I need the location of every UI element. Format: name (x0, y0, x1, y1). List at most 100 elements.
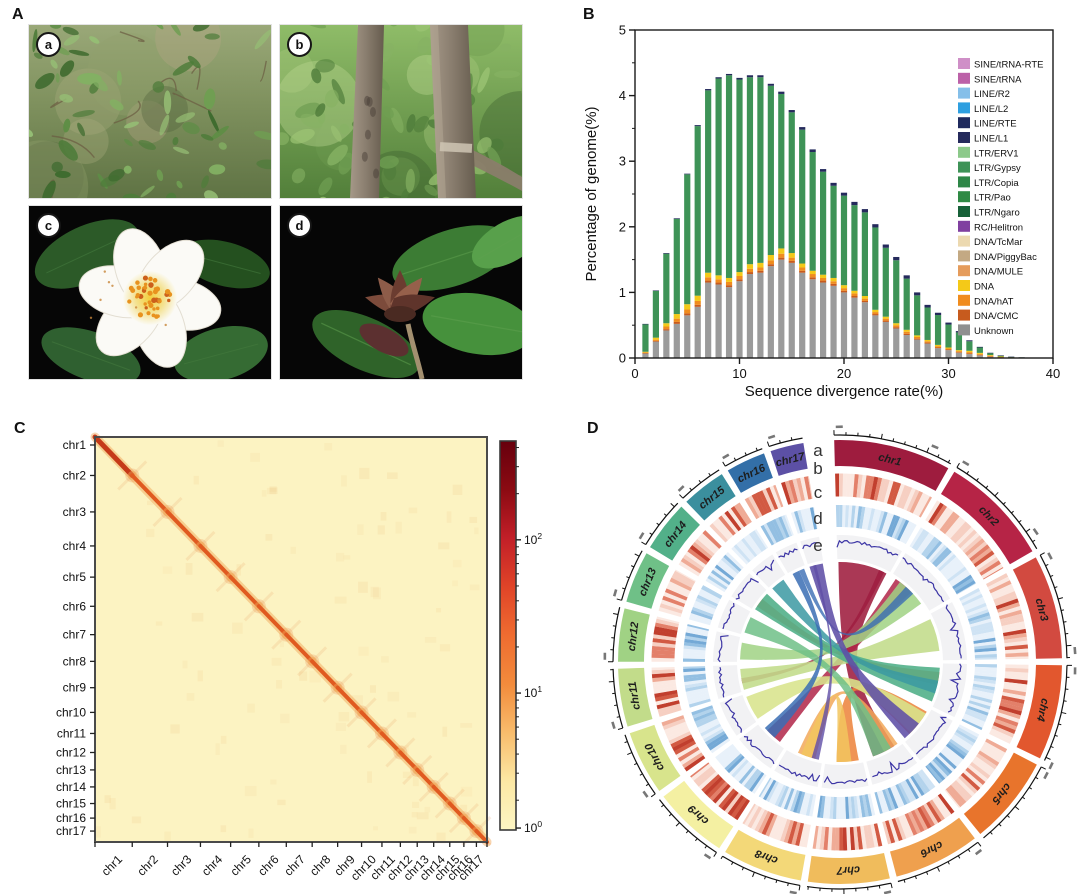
track-letter: e (813, 536, 822, 555)
track-d-ring (731, 573, 767, 609)
tick-label-mark (642, 790, 649, 798)
track-d-ring (800, 536, 824, 565)
chromosome-ideogram (629, 724, 681, 791)
bar-segment (976, 347, 983, 353)
bar-segment (924, 339, 931, 342)
bar-segment (778, 91, 785, 94)
bar-segment (715, 275, 722, 280)
bar-segment (673, 218, 680, 219)
track-d-ring (713, 631, 741, 663)
heatmap-row-label: chr6 (63, 599, 87, 613)
track-d-ring (774, 749, 823, 788)
legend-swatch (958, 206, 970, 217)
legend-swatch (958, 132, 970, 143)
bar-segment (955, 350, 963, 352)
bar-segment (725, 277, 733, 282)
bar-segment (705, 90, 712, 273)
heatmap-row-label: chr4 (63, 539, 87, 553)
bar-segment (799, 263, 806, 268)
chromosome-ideogram (686, 474, 736, 521)
bar-segment (830, 283, 837, 286)
bar-segment (997, 355, 1004, 357)
legend-item-label: LTR/Pao (974, 193, 1011, 204)
bar-segment (820, 169, 827, 172)
panel-d-label: D (587, 420, 599, 437)
bar-segment (872, 224, 879, 228)
bar-segment (987, 353, 994, 356)
y-tick-label: 1 (619, 285, 626, 300)
heatmap-diagonal (461, 816, 479, 834)
heatmap-col-label: chr1 (99, 852, 126, 879)
bar-segment (725, 281, 733, 286)
heatmap-row-label: chr16 (56, 811, 86, 825)
x-tick-label: 30 (941, 366, 955, 381)
bar-segment (872, 315, 879, 358)
heatmap-col-label: chr6 (255, 852, 282, 879)
heatmap-row-label: chr8 (63, 654, 87, 668)
bar-segment (830, 185, 837, 278)
bar-segment (840, 288, 848, 291)
track-d-line (836, 539, 899, 556)
heatmap-diagonal (284, 632, 315, 664)
photo-trunk: b (279, 24, 523, 199)
bar-segment (861, 302, 868, 358)
chromosome-ideogram (663, 780, 734, 849)
bar-segment (715, 279, 722, 283)
synteny-ribbon (838, 561, 895, 757)
heatmap-diagonal (228, 575, 261, 609)
bar-segment (945, 350, 952, 358)
bar-segment (851, 290, 858, 294)
bar-segment (914, 337, 921, 339)
track-d-ring (775, 542, 805, 574)
chromosome-ideogram (770, 443, 808, 476)
bar-segment (997, 356, 1004, 357)
bar-segment (705, 89, 712, 91)
legend-swatch (958, 146, 970, 158)
bar-segment (799, 127, 806, 130)
legend-swatch (958, 102, 970, 114)
legend-item-label: LINE/L2 (974, 104, 1008, 115)
bar-segment (684, 174, 691, 305)
bar-segment (966, 354, 973, 358)
track-d-line (778, 764, 821, 782)
heatmap-row-label: chr5 (63, 570, 87, 584)
bar-segment (694, 306, 701, 358)
bar-segment (663, 323, 670, 327)
bar-segment (924, 304, 931, 308)
bar-segment (788, 262, 795, 358)
tick-label-mark (612, 589, 618, 597)
legend: SINE/tRNA-RTE SINE/tRNA LINE/R2 LINE/L2 LINE… (958, 58, 1044, 337)
bar-segment (705, 272, 712, 278)
bar-segment (945, 349, 952, 351)
chromosome-ideogram (649, 506, 701, 561)
heatmap-col-label: chr5 (228, 852, 255, 879)
heatmap-row-label: chr2 (63, 468, 87, 482)
legend-item-label: DNA/TcMar (974, 237, 1023, 248)
tick-label-mark (931, 444, 939, 450)
bar-segment (914, 339, 921, 358)
legend-item-label: DNA/PiggyBac (974, 252, 1037, 263)
bar-segment (642, 351, 649, 353)
bar-segment (736, 77, 743, 80)
tick-label-mark (1043, 771, 1049, 780)
bar-segment (725, 285, 733, 288)
bar-segment (799, 267, 806, 271)
bar-segment (684, 315, 691, 358)
bar-segment (903, 278, 910, 330)
bar-segment (809, 277, 816, 280)
bar-segment (757, 267, 764, 271)
bar-segment (705, 280, 712, 283)
track-d-line (718, 667, 725, 698)
heatmap-diagonal (256, 604, 289, 637)
bar-segment (799, 270, 806, 273)
bar-segment (861, 296, 868, 299)
tick-label-mark (638, 532, 645, 540)
legend-item-label: RC/Helitron (974, 222, 1023, 233)
synteny-ribbon (740, 619, 940, 690)
bar-segment (746, 274, 754, 358)
circos-genome-plot: chr1chr2chr3chr4chr5chr6chr7chr8chr9chr1… (603, 425, 1077, 894)
bar-segment (893, 256, 900, 261)
legend-item-label: DNA (974, 282, 995, 293)
bar-segment (903, 329, 910, 332)
track-d-ring (713, 664, 742, 699)
